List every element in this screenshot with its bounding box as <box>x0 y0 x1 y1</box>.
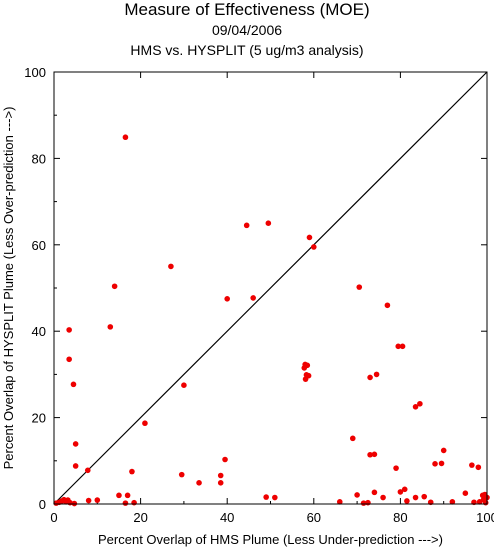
data-point <box>111 283 118 290</box>
data-point <box>84 467 91 474</box>
data-point <box>311 244 317 250</box>
data-point <box>380 494 386 501</box>
data-point <box>85 497 92 504</box>
data-point <box>263 494 269 500</box>
data-point <box>397 489 404 495</box>
data-point <box>399 343 406 350</box>
data-point <box>265 220 272 226</box>
x-tick-label: 40 <box>220 510 234 525</box>
y-tick-label: 80 <box>32 151 46 166</box>
data-point <box>365 499 371 506</box>
data-point <box>412 494 419 501</box>
data-point <box>302 376 309 382</box>
data-point <box>475 464 482 471</box>
data-point <box>373 371 380 378</box>
data-point <box>438 460 445 467</box>
data-point <box>449 499 456 505</box>
data-point <box>384 302 391 309</box>
data-point <box>356 284 363 290</box>
data-point <box>250 295 256 301</box>
chart-date: 09/04/2006 <box>211 22 283 38</box>
data-point <box>116 492 122 499</box>
data-point <box>122 500 129 506</box>
data-point <box>178 471 185 478</box>
data-point <box>224 296 230 302</box>
data-point <box>371 451 378 458</box>
data-point <box>367 374 373 381</box>
data-point <box>124 492 131 499</box>
data-point <box>417 400 423 407</box>
y-tick-label: 20 <box>32 411 46 426</box>
data-point <box>401 486 408 493</box>
data-point <box>142 420 148 427</box>
data-point <box>469 462 475 468</box>
data-point <box>393 465 399 471</box>
data-point <box>217 480 224 486</box>
data-point <box>421 493 428 500</box>
x-tick-label: 60 <box>307 510 321 525</box>
data-point <box>196 480 202 486</box>
data-point <box>72 463 79 469</box>
data-point <box>131 499 137 506</box>
axis-tick-labels: 0 20 40 60 80 100 0 20 40 60 80 100 <box>24 65 494 525</box>
data-point <box>72 441 79 447</box>
data-point <box>440 447 447 454</box>
data-points <box>53 134 490 507</box>
data-point <box>168 263 174 270</box>
data-point <box>70 381 77 388</box>
y-tick-label: 0 <box>39 497 46 512</box>
data-point <box>66 356 72 363</box>
data-point <box>432 461 438 467</box>
data-point <box>367 451 373 458</box>
data-point <box>217 472 224 479</box>
data-point <box>395 343 402 350</box>
data-point <box>107 324 114 330</box>
data-point <box>462 490 469 497</box>
x-tick-label: 100 <box>476 510 494 525</box>
chart-title: Measure of Effectiveness (MOE) <box>124 0 370 19</box>
data-point <box>243 222 250 229</box>
data-point <box>94 497 101 503</box>
data-point <box>272 494 278 501</box>
chart-subtitle: HMS vs. HYSPLIT (5 ug/m3 analysis) <box>130 42 364 58</box>
data-point <box>122 134 129 141</box>
data-point <box>66 327 72 333</box>
x-axis-label: Percent Overlap of HMS Plume (Less Under… <box>98 532 443 547</box>
data-point <box>360 500 367 506</box>
x-tick-label: 0 <box>50 510 57 525</box>
plot-frame <box>53 71 488 505</box>
data-point <box>301 365 308 371</box>
data-point <box>336 499 343 505</box>
y-tick-label: 40 <box>32 324 46 339</box>
y-axis-label: Percent Overlap of HYSPLIT Plume (Less O… <box>1 107 16 470</box>
y-tick-label: 100 <box>24 65 46 80</box>
y-tick-label: 60 <box>32 238 46 253</box>
data-point <box>306 234 313 241</box>
data-point <box>129 468 135 475</box>
x-tick-label: 80 <box>393 510 407 525</box>
data-point <box>222 456 228 463</box>
x-tick-label: 20 <box>133 510 147 525</box>
data-point <box>412 404 419 410</box>
data-point <box>354 492 360 498</box>
data-point <box>349 435 356 442</box>
identity-reference-line <box>53 71 488 505</box>
data-point <box>371 489 378 496</box>
data-point <box>404 498 410 504</box>
data-point <box>482 499 489 506</box>
data-point <box>181 382 187 389</box>
